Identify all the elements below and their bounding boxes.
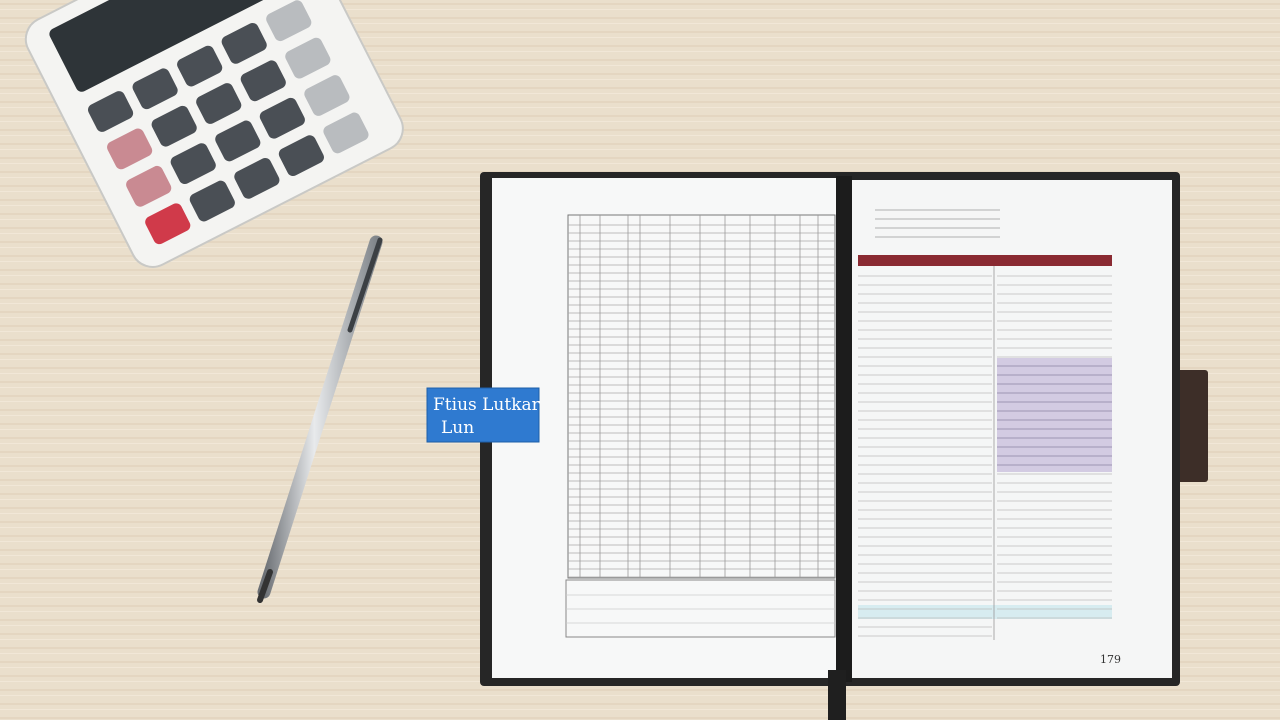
- pen-clip: [347, 237, 383, 333]
- calculator-key: [285, 37, 331, 79]
- calculator-keys: [87, 0, 369, 245]
- sticky-note-line: Ftius Lutkar: [433, 395, 541, 415]
- calculator-key: [278, 135, 324, 177]
- ledger-table: [567, 214, 836, 579]
- left-page: [492, 178, 838, 678]
- table-lines: [566, 209, 1112, 640]
- calculator-key: [266, 0, 312, 42]
- calculator-key: [132, 68, 178, 110]
- ledger-summary: [565, 579, 836, 638]
- side-tab: [1174, 370, 1208, 482]
- page-number: 179: [1100, 653, 1121, 666]
- calculator-key: [151, 105, 197, 147]
- calculator-body: [24, 0, 404, 268]
- calculator-key: [145, 203, 191, 245]
- calculator-key: [215, 120, 261, 162]
- calculator-key: [177, 45, 223, 87]
- calculator-key: [87, 91, 134, 132]
- calculator-display: [49, 0, 300, 92]
- sticky-note: Ftius Lutkar Lun: [426, 387, 541, 443]
- notebook: 179: [480, 172, 1208, 720]
- calculator-key: [323, 112, 369, 154]
- calculator-key: [170, 143, 216, 185]
- calculator-key: [126, 165, 172, 207]
- pen: [257, 235, 383, 603]
- calculator-key: [234, 157, 280, 199]
- calculator-key: [196, 83, 242, 124]
- spine: [836, 176, 852, 682]
- pen-tip: [257, 569, 273, 603]
- calculator-key: [107, 128, 153, 170]
- highlight-row: [858, 605, 1112, 619]
- calculator: [24, 0, 404, 268]
- calculator-key: [189, 180, 235, 222]
- calculator-key: [304, 75, 350, 116]
- calculator-key: [259, 97, 305, 139]
- header-bar: [858, 255, 1112, 266]
- sticky-note-paper: [426, 387, 540, 443]
- highlight-box: [997, 358, 1112, 472]
- calculator-key: [221, 23, 267, 64]
- sticky-note-line: Lun: [441, 418, 474, 438]
- ribbon-bookmark: [828, 670, 846, 720]
- calculator-key: [240, 60, 286, 102]
